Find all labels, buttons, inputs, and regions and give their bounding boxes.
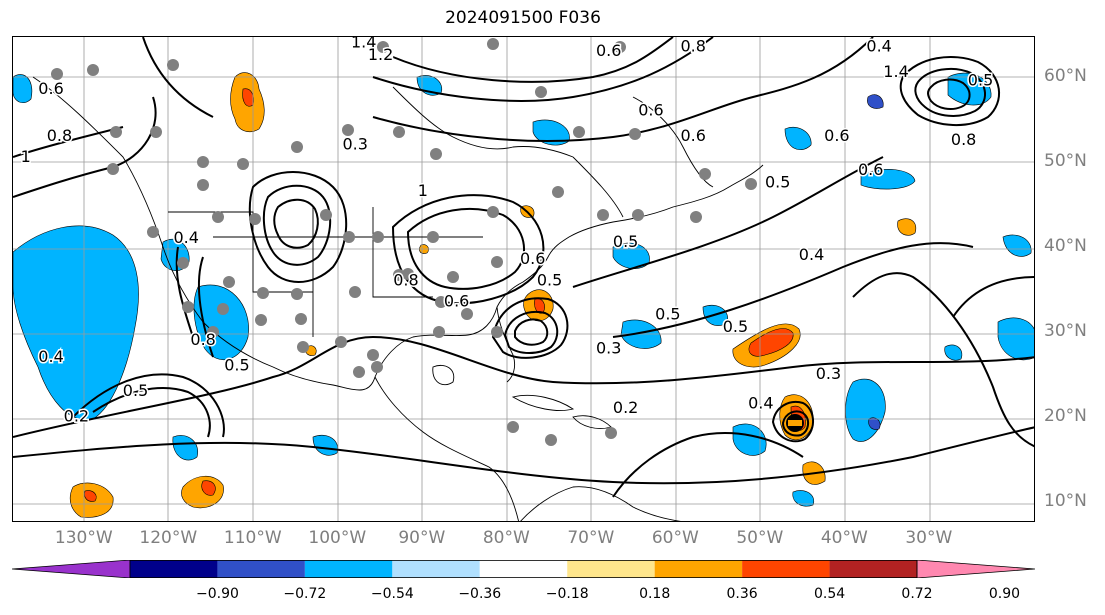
latitude-label: 30°N [1044,321,1087,341]
lat-lon-grid [13,37,1034,521]
colorbar-tick-label: −0.36 [458,586,502,602]
colorbar-segment [829,560,917,578]
contour-label: 0.6 [638,100,663,119]
contour-label: 1.4 [351,37,376,51]
colorbar-tick-label: −0.90 [195,586,239,602]
contour-label: 0.2 [613,398,638,417]
contour-label: 0.3 [596,338,621,357]
longitude-label: 30°W [905,528,953,548]
latitude-label: 50°N [1044,151,1087,171]
colorbar-tick-label: 0.72 [901,586,933,602]
contour-label: 0.8 [951,130,976,149]
contour-label: 0.6 [520,249,545,268]
colorbar-tick-label: −0.18 [545,586,589,602]
station-dots [51,38,757,446]
colorbar-segment [304,560,393,578]
longitude-label: 120°W [139,528,198,548]
contour-label: 1 [418,181,428,200]
contour-label: 0.2 [64,406,89,425]
contour-label: 0.5 [537,270,562,289]
contour-label: 0.3 [342,134,367,153]
colorbar-segment [742,560,830,578]
colorbar-tick-label: 0.54 [813,586,846,602]
contour-label: 0.3 [816,364,841,383]
contour-label: 0.6 [824,126,849,145]
longitude-label: 50°W [736,528,784,548]
contour-lines [13,37,1034,498]
colorbar-tick-label: −0.54 [370,586,414,602]
contour-label: 1.2 [368,45,393,64]
storm-center-marker [786,414,804,432]
colorbar-tick-label: 0.90 [988,586,1021,602]
contour-label: 0.6 [38,79,63,98]
contour-label: 0.4 [799,245,824,264]
colorbar-segment [567,560,655,578]
contour-label: 0.8 [190,330,215,349]
longitude-label: 80°W [482,528,530,548]
contour-label: 0.5 [723,317,748,336]
colorbar-segment [654,560,743,578]
contour-label: 0.5 [655,304,680,323]
longitude-label: 70°W [567,528,615,548]
longitude-label: 90°W [398,528,446,548]
contour-label: 0.5 [123,381,148,400]
colorbar-max-extension [916,560,1035,578]
colorbar-tick-label: 0.36 [726,586,758,602]
contour-label: 1.4 [883,62,908,81]
colorbar-segment [392,560,480,578]
contour-label: 0.4 [866,37,891,56]
latitude-label: 10°N [1044,491,1087,511]
longitude-label: 60°W [651,528,699,548]
contour-labels: 1.41.2 0.6 0.80.60.60.30.410.80.60.60.50.5… [19,37,995,427]
latitude-label: 40°N [1044,236,1087,256]
map-panel[interactable]: 1.4 1.2 0.6 0.8 0.6 0.6 0.3 0.4 1 0.8 0.6 0.6 0.5 0.5… [12,36,1035,522]
colorbar [12,560,1035,578]
negative-anomaly-fills [13,72,1034,507]
contour-label: 0.6 [444,292,469,311]
contour-label: 0.6 [680,126,705,145]
map-title: 2024091500 F036 [445,8,601,28]
contour-label: 0.5 [968,71,993,90]
contour-label: 0.8 [47,126,72,145]
colorbar-min-extension [12,560,131,578]
contour-label: 0.6 [858,160,883,179]
colorbar-tick-label: 0.18 [639,586,671,602]
contour-label: 0.5 [224,355,249,374]
map-canvas: 1.41.2 0.6 0.80.60.60.30.410.80.60.60.50.5… [13,37,1034,521]
colorbar-segment [130,560,218,578]
coastlines [32,76,764,521]
contour-label: 0.5 [613,232,638,251]
contour-label: 0.6 [596,41,621,60]
contour-label: 0.8 [393,270,418,289]
longitude-label: 40°W [820,528,868,548]
colorbar-segment [479,560,568,578]
longitude-label: 110°W [223,528,282,548]
contour-label: 1 [21,147,31,166]
contour-label: 0.8 [680,37,705,56]
contour-label: 0.4 [173,228,198,247]
latitude-label: 60°N [1044,66,1087,86]
contour-label: 0.4 [748,394,773,413]
contour-label: 0.5 [765,173,790,192]
longitude-label: 130°W [54,528,113,548]
colorbar-tick-label: −0.72 [283,586,327,602]
longitude-label: 100°W [308,528,367,548]
latitude-label: 20°N [1044,406,1087,426]
contour-label: 0.4 [38,347,63,366]
colorbar-segment [217,560,305,578]
